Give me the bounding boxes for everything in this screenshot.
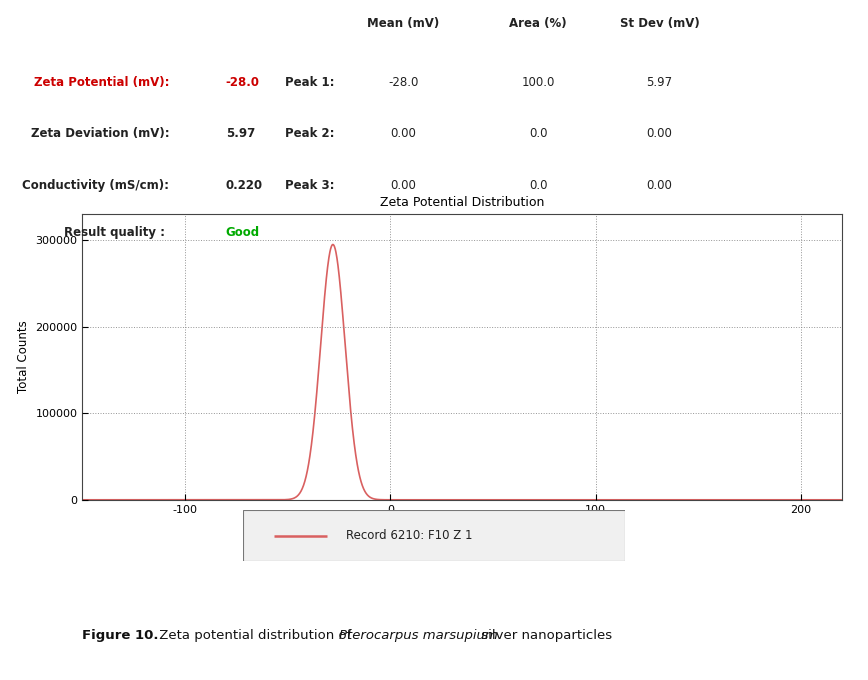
Title: Zeta Potential Distribution: Zeta Potential Distribution: [380, 196, 544, 209]
Text: -28.0: -28.0: [226, 76, 260, 89]
Text: 0.00: 0.00: [391, 127, 417, 141]
Text: Mean (mV): Mean (mV): [367, 17, 440, 30]
Text: Good: Good: [226, 226, 260, 239]
Text: Peak 2:: Peak 2:: [285, 127, 334, 141]
Text: -28.0: -28.0: [389, 76, 418, 89]
Text: silver nanoparticles: silver nanoparticles: [477, 629, 613, 643]
Text: St Dev (mV): St Dev (mV): [620, 17, 700, 30]
Text: Peak 3:: Peak 3:: [285, 179, 334, 192]
Text: 5.97: 5.97: [226, 127, 255, 141]
Text: Zeta Potential (mV):: Zeta Potential (mV):: [34, 76, 169, 89]
Text: Zeta Deviation (mV):: Zeta Deviation (mV):: [30, 127, 169, 141]
Text: Zeta potential distribution of: Zeta potential distribution of: [155, 629, 355, 643]
FancyBboxPatch shape: [243, 510, 625, 561]
Text: 0.00: 0.00: [391, 179, 417, 192]
Text: Peak 1:: Peak 1:: [285, 76, 334, 89]
Text: Result quality :: Result quality :: [64, 226, 169, 239]
Text: 0.0: 0.0: [529, 179, 548, 192]
Y-axis label: Total Counts: Total Counts: [16, 321, 30, 393]
Text: 0.220: 0.220: [226, 179, 263, 192]
Text: Figure 10.: Figure 10.: [82, 629, 159, 643]
Text: Record 6210: F10 Z 1: Record 6210: F10 Z 1: [346, 529, 473, 542]
Text: 0.0: 0.0: [529, 127, 548, 141]
Text: 0.00: 0.00: [647, 127, 673, 141]
X-axis label: Apparent Zeta Potential (mV): Apparent Zeta Potential (mV): [375, 520, 549, 533]
Text: 0.00: 0.00: [647, 179, 673, 192]
Text: 5.97: 5.97: [647, 76, 673, 89]
Text: Pterocarpus marsupium: Pterocarpus marsupium: [339, 629, 497, 643]
Text: Conductivity (mS/cm):: Conductivity (mS/cm):: [23, 179, 169, 192]
Text: 100.0: 100.0: [522, 76, 555, 89]
Text: Area (%): Area (%): [510, 17, 567, 30]
